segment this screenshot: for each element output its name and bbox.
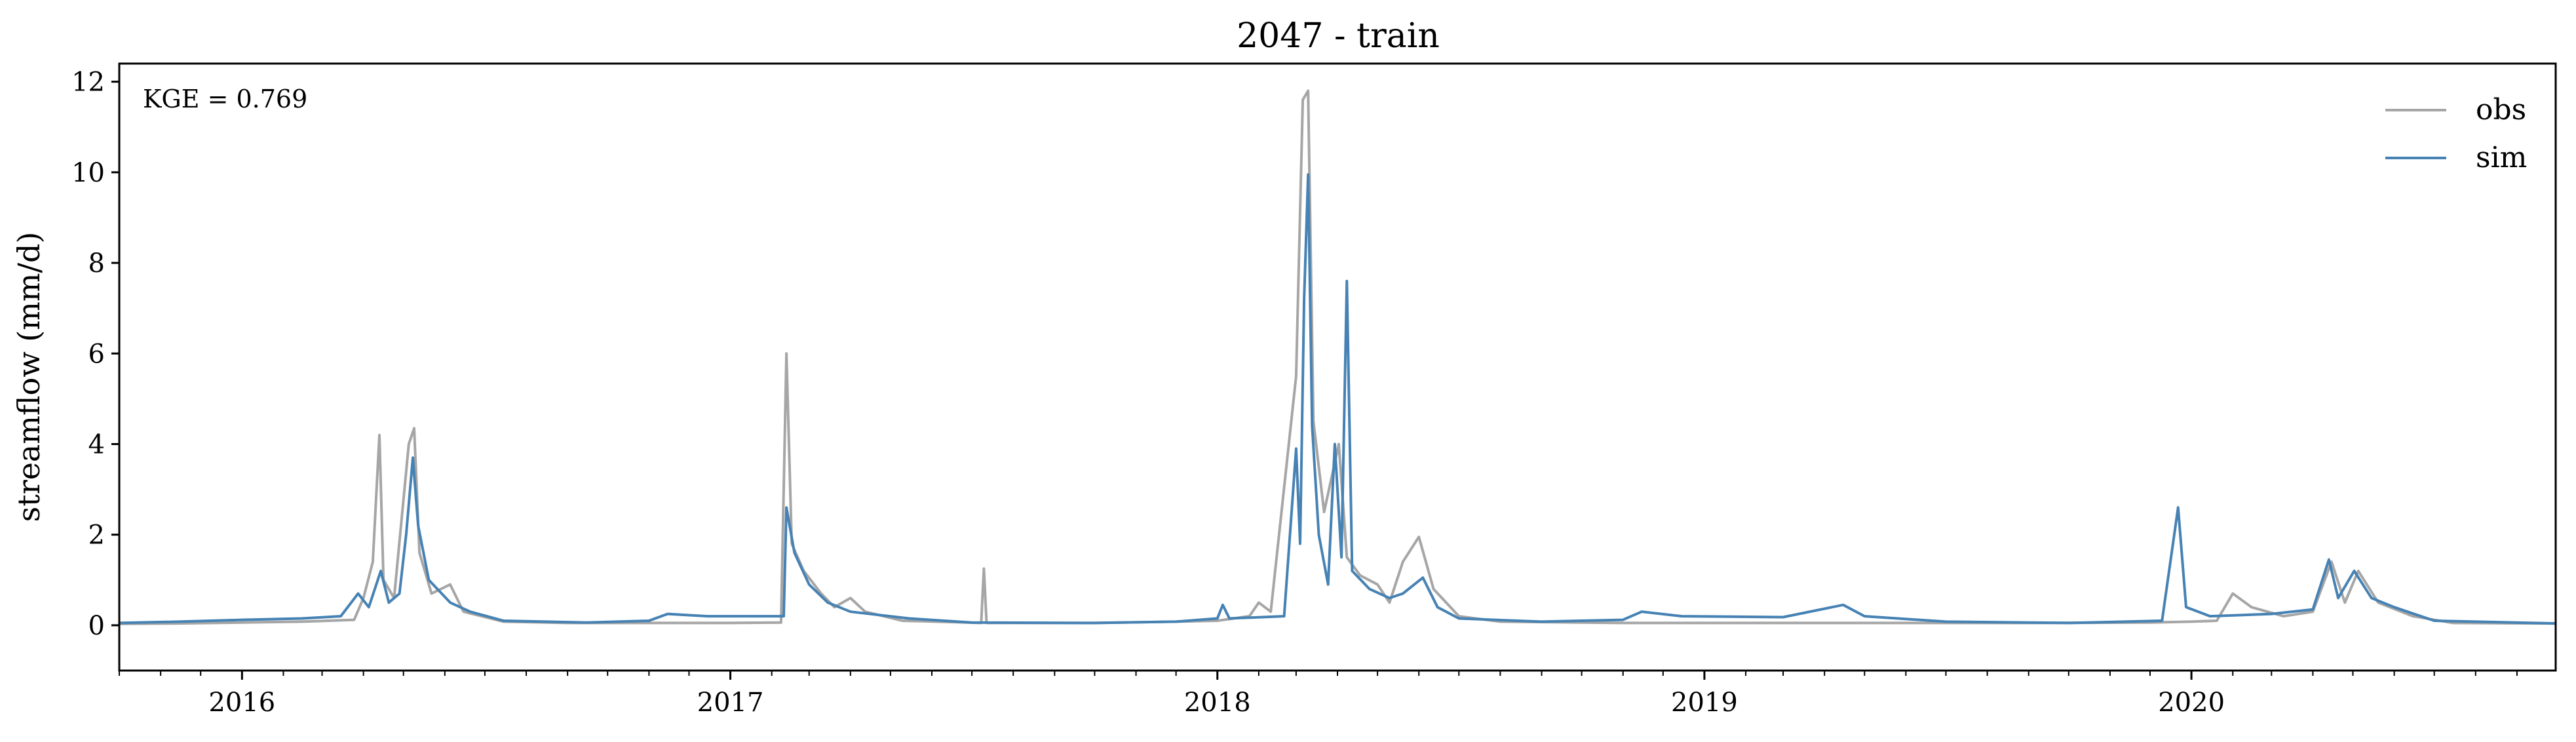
kge-annotation: KGE = 0.769 [143,85,307,113]
series-line-obs [119,89,2556,625]
series-layer [119,89,2556,625]
chart-title: 2047 - train [1237,16,1440,56]
x-tick-label: 2020 [2158,688,2225,718]
y-tick-label: 0 [88,611,105,641]
legend-label-obs: obs [2476,93,2526,127]
series-line-sim [119,173,2556,625]
axes-layer: 0 2 4 6 8 10 12 2016 2017 2018 2019 2020 [71,62,2557,718]
y-tick-label: 12 [71,68,105,98]
y-tick-label: 10 [71,158,105,188]
plot-frame [118,62,2557,672]
y-axis-label: streamflow (mm/d) [11,232,47,522]
legend-label-sim: sim [2476,141,2527,174]
y-tick-label: 6 [88,339,105,369]
x-tick-label: 2016 [208,688,275,718]
y-tick-label: 8 [88,248,105,279]
x-tick-label: 2018 [1184,688,1251,718]
y-tick-label: 2 [88,520,105,551]
legend: obs sim [2385,93,2527,174]
y-tick-label: 4 [88,429,105,459]
x-tick-label: 2019 [1671,688,1738,718]
plot-area: 0 2 4 6 8 10 12 2016 2017 2018 2019 2020 [71,62,2557,718]
x-tick-label: 2017 [697,688,764,718]
